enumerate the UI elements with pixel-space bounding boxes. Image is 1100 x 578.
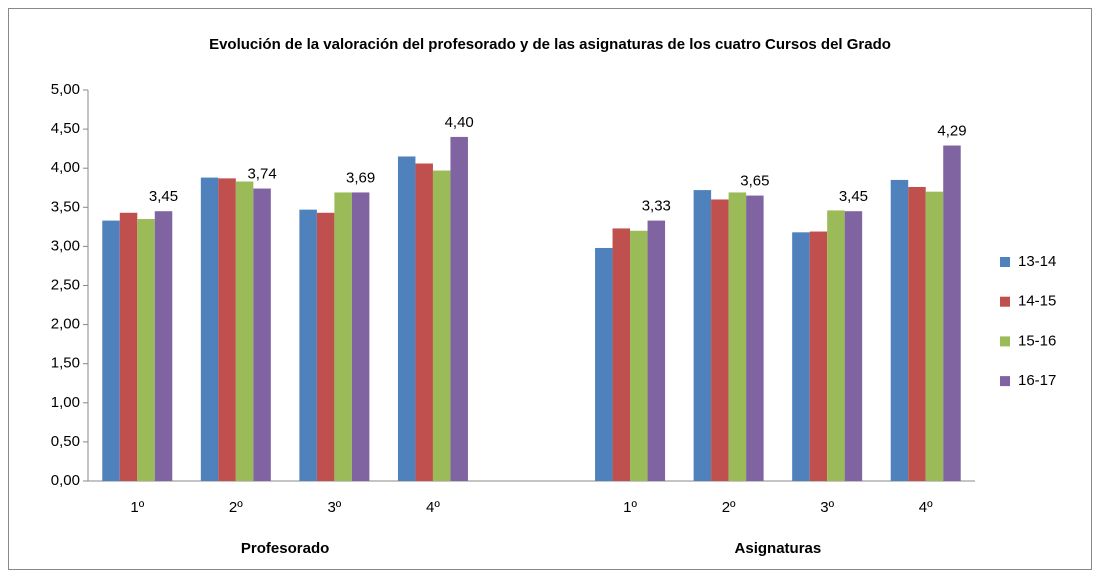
y-tick-label: 2,50 (51, 276, 80, 293)
data-label: 3,65 (740, 173, 769, 190)
bar (200, 177, 219, 482)
bar (119, 212, 138, 482)
legend-swatch (1000, 336, 1010, 347)
bar (612, 228, 631, 481)
y-tick-label: 3,50 (51, 198, 80, 215)
bar (102, 220, 120, 481)
x-tick-label: 4º (919, 499, 933, 516)
bar (792, 232, 810, 481)
legend-label: 15-16 (1018, 332, 1056, 349)
bar (890, 179, 909, 481)
bar (397, 156, 416, 481)
group-label: Asignaturas (735, 540, 822, 557)
data-label: 4,29 (937, 122, 966, 139)
bar (647, 220, 666, 481)
group-label: Profesorado (241, 540, 329, 557)
bar (432, 170, 451, 481)
bar (316, 212, 335, 482)
y-tick-label: 4,50 (51, 120, 80, 137)
bar (728, 192, 747, 481)
legend-swatch (1000, 296, 1010, 307)
x-tick-label: 2º (229, 499, 243, 516)
bar (334, 192, 352, 481)
bar (746, 195, 764, 481)
data-label: 4,40 (445, 114, 474, 131)
x-tick-label: 3º (327, 499, 341, 516)
bar (844, 211, 863, 481)
x-tick-label: 4º (426, 499, 440, 516)
legend-swatch (1000, 376, 1010, 387)
legend-label: 14-15 (1018, 293, 1056, 310)
data-label: 3,45 (839, 188, 868, 205)
bar (908, 186, 926, 481)
bar (809, 231, 828, 481)
bar (693, 190, 712, 481)
bar (711, 199, 729, 482)
y-tick-label: 3,00 (51, 237, 80, 254)
x-tick-label: 3º (820, 499, 834, 516)
bar (218, 178, 236, 481)
x-tick-label: 2º (722, 499, 736, 516)
bar (299, 209, 317, 481)
y-tick-label: 5,00 (51, 81, 80, 98)
y-tick-label: 2,00 (51, 316, 80, 333)
bar (595, 247, 613, 481)
y-tick-label: 1,50 (51, 355, 80, 372)
y-tick-label: 1,00 (51, 394, 80, 411)
data-label: 3,45 (149, 188, 178, 205)
legend-swatch (1000, 257, 1010, 267)
bar (415, 163, 433, 481)
bar (351, 192, 370, 481)
y-tick-label: 0,00 (51, 472, 80, 489)
data-label: 3,33 (642, 198, 671, 215)
bar (630, 230, 648, 481)
bar (943, 145, 961, 481)
bar (154, 211, 173, 481)
bar (253, 188, 271, 482)
x-tick-label: 1º (623, 499, 637, 516)
bar (235, 181, 254, 481)
legend-label: 13-14 (1018, 253, 1056, 270)
legend-label: 16-17 (1018, 372, 1056, 389)
chart-title: Evolución de la valoración del profesora… (209, 36, 891, 53)
y-tick-label: 0,50 (51, 433, 80, 450)
x-tick-label: 1º (130, 499, 144, 516)
y-tick-label: 4,00 (51, 159, 80, 176)
bar (450, 136, 468, 482)
bar (827, 210, 845, 482)
data-label: 3,69 (346, 169, 375, 186)
bar (925, 191, 944, 481)
data-label: 3,74 (247, 166, 276, 183)
bar (137, 219, 155, 481)
